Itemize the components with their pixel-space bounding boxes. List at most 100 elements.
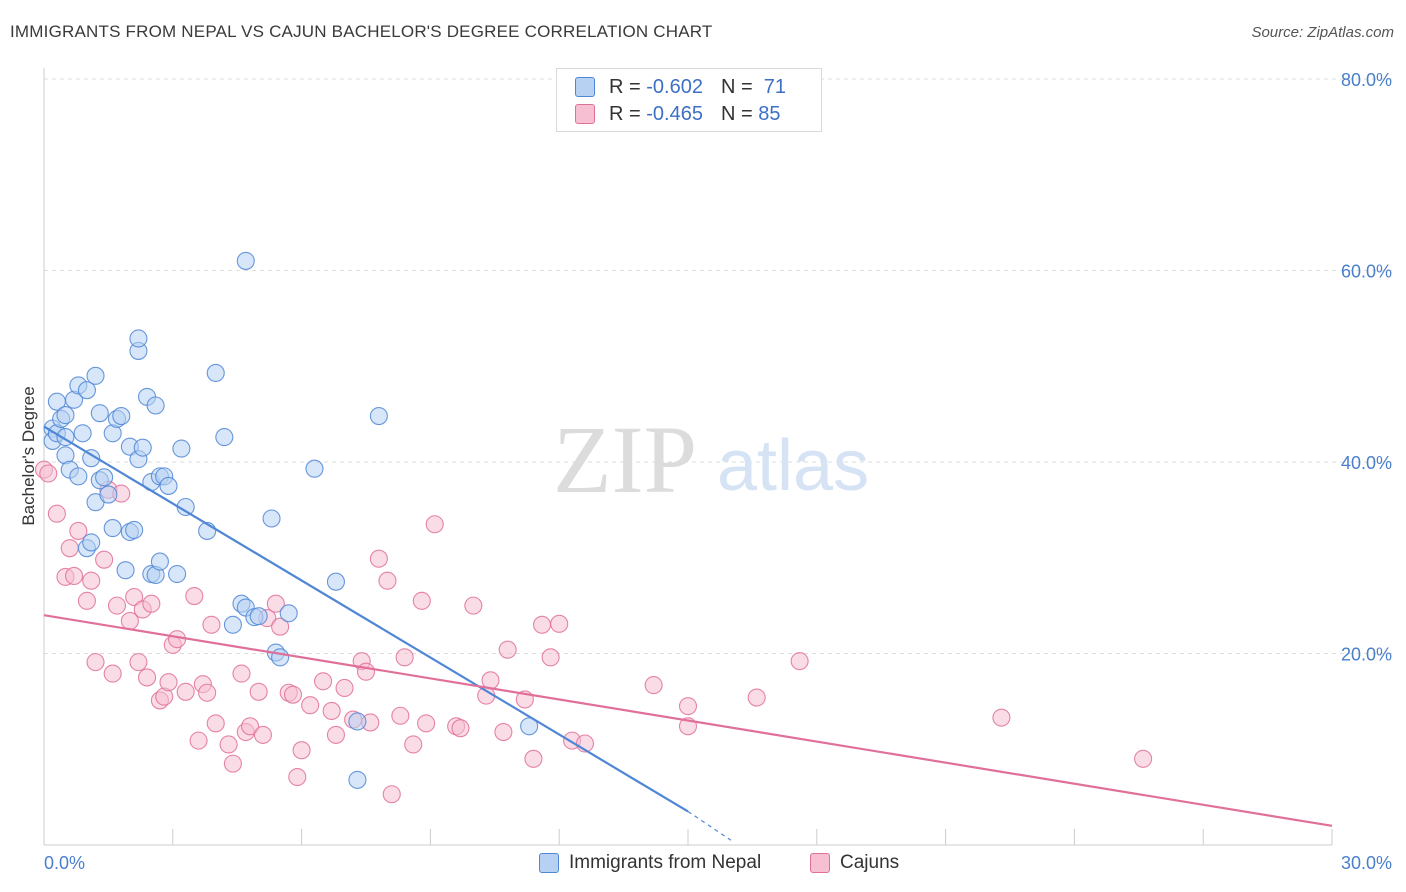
cajun-point	[137, 668, 157, 687]
nepal-point	[116, 561, 135, 580]
legend-n-value: 71	[763, 75, 787, 98]
cajun-point	[129, 653, 148, 672]
cajun-point	[494, 722, 513, 742]
y-tick-labels: 20.0% 40.0% 60.0% 80.0%	[1341, 70, 1392, 665]
series-legend-nepal[interactable]: Immigrants from Nepal	[539, 852, 761, 874]
y-axis-label: Bachelor's Degree	[19, 386, 38, 525]
cajun-point	[678, 697, 698, 716]
cajun-point	[77, 591, 96, 610]
cajun-point	[369, 549, 388, 568]
cajun-point	[125, 587, 144, 607]
series-swatch-cajuns	[810, 853, 830, 873]
cajun-point	[322, 701, 341, 721]
nepal-point	[348, 770, 367, 789]
nepal-point	[305, 459, 324, 478]
legend-r-label: R =	[609, 75, 641, 98]
cajun-point	[335, 678, 354, 698]
cajun-point	[326, 725, 345, 744]
cajun-point	[271, 617, 290, 636]
nepal-point	[56, 406, 75, 425]
cajun-point	[65, 566, 84, 585]
nepal-point	[262, 509, 281, 528]
cajun-point	[464, 596, 483, 615]
cajun-point	[498, 640, 517, 659]
nepal-point	[326, 572, 345, 591]
cajuns-points	[34, 460, 1153, 804]
cajun-point	[202, 615, 221, 634]
nepal-point	[206, 363, 225, 383]
nepal-points	[43, 251, 539, 789]
cajun-point	[47, 504, 66, 523]
trend-lines	[43, 425, 1333, 841]
cajun-point	[189, 731, 208, 750]
cajun-point	[82, 571, 101, 590]
nepal-point	[95, 468, 114, 487]
nepal-point	[150, 552, 169, 571]
legend-n-value: 85	[758, 102, 781, 125]
nepal-point	[168, 564, 187, 584]
legend-r-value: -0.465	[646, 102, 703, 125]
y-tick-label: 60.0%	[1341, 262, 1392, 282]
cajun-point	[266, 594, 285, 613]
nepal-point	[129, 329, 148, 348]
legend-r-label: R =	[609, 102, 641, 125]
cajun-point	[412, 591, 431, 610]
nepal-point	[82, 449, 101, 468]
legend-r-value: -0.602	[646, 75, 703, 98]
cajun-point	[417, 714, 436, 733]
cajun-point	[60, 539, 79, 558]
cajun-point	[378, 571, 397, 590]
cajun-point	[391, 706, 410, 725]
series-swatch-nepal	[539, 853, 559, 873]
nepal-point	[279, 604, 298, 623]
cajun-point	[142, 594, 161, 613]
nepal-point	[112, 406, 131, 426]
cajun-point	[404, 735, 423, 754]
cajun-point	[206, 714, 225, 733]
cajun-point	[532, 615, 552, 634]
series-legend-cajuns[interactable]: Cajuns	[810, 852, 899, 874]
cajun-point	[185, 586, 204, 606]
nepal-point	[125, 520, 144, 540]
cajun-point	[223, 754, 242, 773]
watermark: ZIP atlas	[553, 406, 869, 513]
cajun-point	[425, 515, 444, 534]
cajun-point	[292, 741, 311, 760]
gridlines	[44, 78, 1392, 654]
cajun-point	[288, 767, 307, 787]
cajun-point	[283, 685, 303, 704]
cajun-point	[451, 719, 470, 738]
chart-title: IMMIGRANTS FROM NEPAL VS CAJUN BACHELOR'…	[10, 22, 713, 41]
nepal-trend-line	[43, 425, 689, 813]
cajun-point	[644, 676, 663, 695]
cajun-point	[790, 652, 809, 671]
cajun-point	[95, 550, 114, 569]
x-tick-label-max: 30.0%	[1341, 853, 1392, 873]
nepal-point	[348, 712, 367, 731]
cajun-point	[1134, 749, 1153, 768]
cajun-trend-line	[43, 614, 1333, 827]
x-tick-label-min: 0.0%	[44, 853, 85, 873]
legend-row-cajuns: R = -0.465 N = 85	[575, 101, 780, 127]
cajun-point	[198, 683, 217, 702]
watermark-atlas: atlas	[717, 426, 869, 506]
cajun-point	[159, 673, 178, 692]
nepal-point	[223, 615, 242, 634]
nepal-point	[133, 438, 152, 457]
nepal-point	[236, 251, 255, 270]
stats-legend: R = -0.602 N = 71 R = -0.465 N = 85	[556, 68, 822, 132]
cajun-point	[253, 725, 273, 744]
y-tick-label: 40.0%	[1341, 453, 1392, 473]
cajun-point	[168, 630, 187, 649]
cajun-point	[314, 672, 333, 691]
legend-swatch-cajuns	[575, 104, 595, 124]
nepal-point	[146, 396, 165, 415]
cajun-point	[524, 749, 543, 768]
cajun-point	[86, 653, 105, 672]
cajun-point	[550, 614, 569, 633]
cajun-point	[103, 664, 122, 683]
nepal-point	[99, 485, 118, 504]
cajun-point	[395, 648, 414, 667]
cajun-point	[107, 596, 127, 615]
